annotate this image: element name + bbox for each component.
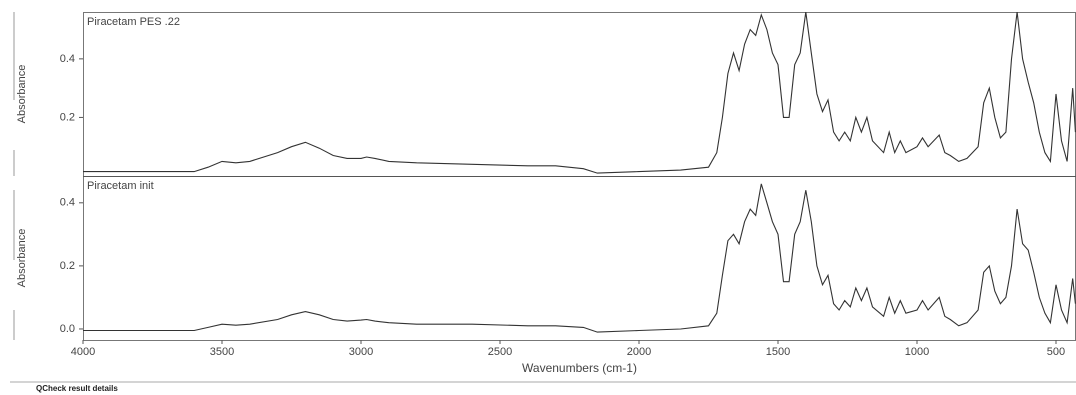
x-axis-label: Wavenumbers (cm-1) (522, 361, 637, 375)
x-tick-label: 4000 (71, 346, 95, 358)
x-tick-label: 1500 (766, 346, 790, 358)
footer: QCheck result details (36, 384, 118, 393)
y-tick-label: 0.2 (60, 260, 75, 272)
y-tick-label: 0.4 (60, 53, 75, 65)
panel-title: Piracetam init (87, 180, 154, 192)
x-tick-label: 1000 (905, 346, 929, 358)
panel-title: Piracetam PES .22 (87, 16, 180, 28)
y-axis-label: Absorbance (16, 229, 28, 288)
x-tick-label: 2000 (627, 346, 651, 358)
x-tick-label: 2500 (488, 346, 512, 358)
x-tick-label: 3000 (349, 346, 373, 358)
y-tick-label: 0.2 (60, 111, 75, 123)
y-tick-label: 0.0 (60, 323, 75, 335)
y-axis-label: Absorbance (16, 65, 28, 124)
spectrum-line (83, 12, 1076, 174)
x-tick-label: 500 (1047, 346, 1065, 358)
y-tick-label: 0.4 (60, 197, 75, 209)
x-tick-label: 3500 (210, 346, 234, 358)
spectrum-line (83, 183, 1076, 333)
